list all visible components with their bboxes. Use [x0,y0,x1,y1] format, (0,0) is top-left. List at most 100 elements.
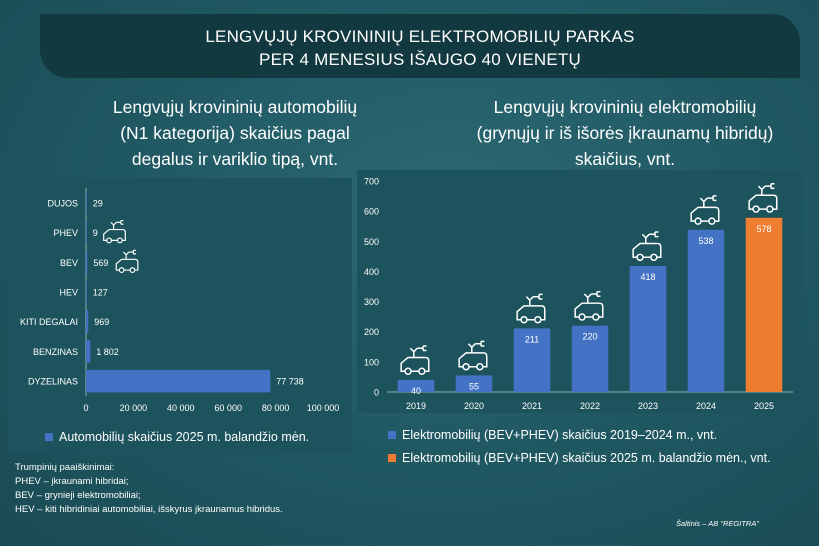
y-tick-label: 400 [364,267,379,277]
data-label: 569 [93,258,108,268]
ev-van-body [516,305,546,321]
x-tick-label: 2022 [580,401,600,411]
bar [397,379,435,392]
ev-van-body [458,352,488,368]
ev-van-wheel [578,313,586,321]
ev-van-body [748,194,778,210]
ev-plug [583,290,601,304]
y-tick-label: HEV [59,288,78,298]
ev-van-icon [516,293,546,324]
ev-van-body [400,356,430,372]
y-tick-label: KITI DEGALAI [20,317,78,327]
banner-title-line2: PER 4 MENESIUS IŠAUGO 40 VIENETŲ [259,50,581,69]
x-tick-label: 20 000 [120,403,148,413]
left-chart-panel: DUJOS 29 PHEV 9 BEV 569 HEV 127 KITI DEGALAI 969 B… [8,178,352,454]
data-label: 578 [756,224,771,234]
ev-van-wheel [534,315,542,324]
legend-swatch-orange [388,454,396,462]
x-tick-label: 100 000 [307,403,340,413]
y-tick-label: 200 [364,327,379,337]
ev-van-wheel [462,362,470,371]
ev-plug [699,195,717,208]
ev-plug [525,293,543,306]
y-tick-label: DUJOS [47,198,78,208]
ev-van-wheel [476,362,484,371]
bar [629,266,667,392]
right-chart-title: Lengvųjų krovininių elektromobilių (gryn… [430,94,819,172]
ev-van-icon [458,340,488,371]
bar [455,375,493,392]
notes-phev: PHEV – įkraunami hibridai; [15,476,129,487]
legend-swatch-blue [45,433,53,441]
data-label: 538 [698,236,713,246]
ev-van-body [632,242,662,259]
x-tick-label: 2019 [406,401,426,411]
right-legend-2: Elektromobilių (BEV+PHEV) skaičius 2025 … [388,451,771,465]
source-note: Šaltinis – AB "REGITRA" [676,519,759,528]
abbreviations-note: Trumpinių paaiškinimai: PHEV – įkraunami… [15,461,283,517]
ev-van-wheel [708,217,716,225]
data-label: 1 802 [96,347,119,357]
ev-van-wheel [106,237,113,244]
ev-plug [757,183,775,196]
y-tick-label: 100 [364,357,379,367]
left-legend: Automobilių skaičius 2025 m. balandžio m… [45,430,309,444]
left-chart-title: Lengvųjų krovininių automobilių (N1 kate… [60,94,410,172]
bar [571,325,609,392]
bar [86,280,87,304]
left-title-line2: (N1 kategorija) skaičius pagal [120,123,350,143]
right-legend-label-1: Elektromobilių (BEV+PHEV) skaičius 2019–… [402,428,718,442]
ev-van-icon [103,219,126,244]
right-legend-label-2: Elektromobilių (BEV+PHEV) skaičius 2025 … [402,451,771,465]
y-tick-label: 600 [364,207,379,217]
x-tick-label: 80 000 [262,403,290,413]
ev-plug [110,219,124,230]
data-label: 127 [93,288,108,298]
x-tick-label: 0 [83,403,88,413]
legend-swatch-blue [388,431,396,439]
bar [745,217,783,392]
bar [86,250,88,274]
data-label: 418 [640,272,655,282]
ev-van-icon [115,249,139,274]
ev-van-wheel [404,367,412,375]
y-tick-label: 700 [364,177,379,187]
ev-van-wheel [650,253,658,262]
x-tick-label: 40 000 [167,403,195,413]
ev-plug [641,231,659,244]
ev-plug [123,249,137,260]
ev-van-icon [748,183,778,213]
y-tick-label: DYZELINAS [28,377,78,387]
bar [86,221,87,244]
bar [86,340,91,363]
data-label: 9 [93,228,98,238]
notes-hev: HEV – kiti hibridiniai automobiliai, išs… [15,504,283,515]
ev-van-wheel [766,205,774,213]
fuel-type-bar-chart: DUJOS 29 PHEV 9 BEV 569 HEV 127 KITI DEGALAI 969 B… [20,188,340,413]
notes-bev: BEV – grynieji elektromobiliai; [15,490,141,501]
bar [86,310,89,334]
ev-count-bar-chart: 0 100 200 300 400 500 600 700 40 2019 55 2020 211 202… [364,177,793,411]
right-legend-1: Elektromobilių (BEV+PHEV) skaičius 2019–… [388,428,717,442]
right-chart-panel: 0 100 200 300 400 500 600 700 40 2019 55 2020 211 202… [357,170,802,413]
left-legend-label: Automobilių skaičius 2025 m. balandžio m… [59,430,310,444]
right-title-line2: (grynųjų ir iš išorės įkraunamų hibridų) [476,123,774,143]
data-label: 55 [469,381,479,391]
left-title-line3: degalus ir variklio tipą, vnt. [131,149,339,169]
y-tick-label: 0 [374,388,379,398]
x-tick-label: 2023 [638,401,658,411]
data-label: 969 [94,317,109,327]
ev-plug [467,340,485,353]
ev-van-wheel [694,217,702,225]
x-tick-label: 2025 [754,401,774,411]
ev-van-wheel [520,315,528,324]
banner-title-line1: LENGVŲJŲ KROVININIŲ ELEKTROMOBILIŲ PARKA… [205,27,635,46]
data-label: 220 [582,332,597,342]
ev-van-wheel [592,313,600,321]
ev-van-wheel [116,237,123,244]
left-title-line1: Lengvųjų krovininių automobilių [112,97,358,117]
ev-van-body [690,206,720,222]
bar [86,369,271,393]
ev-van-icon [632,231,662,262]
ev-van-body [574,302,604,318]
